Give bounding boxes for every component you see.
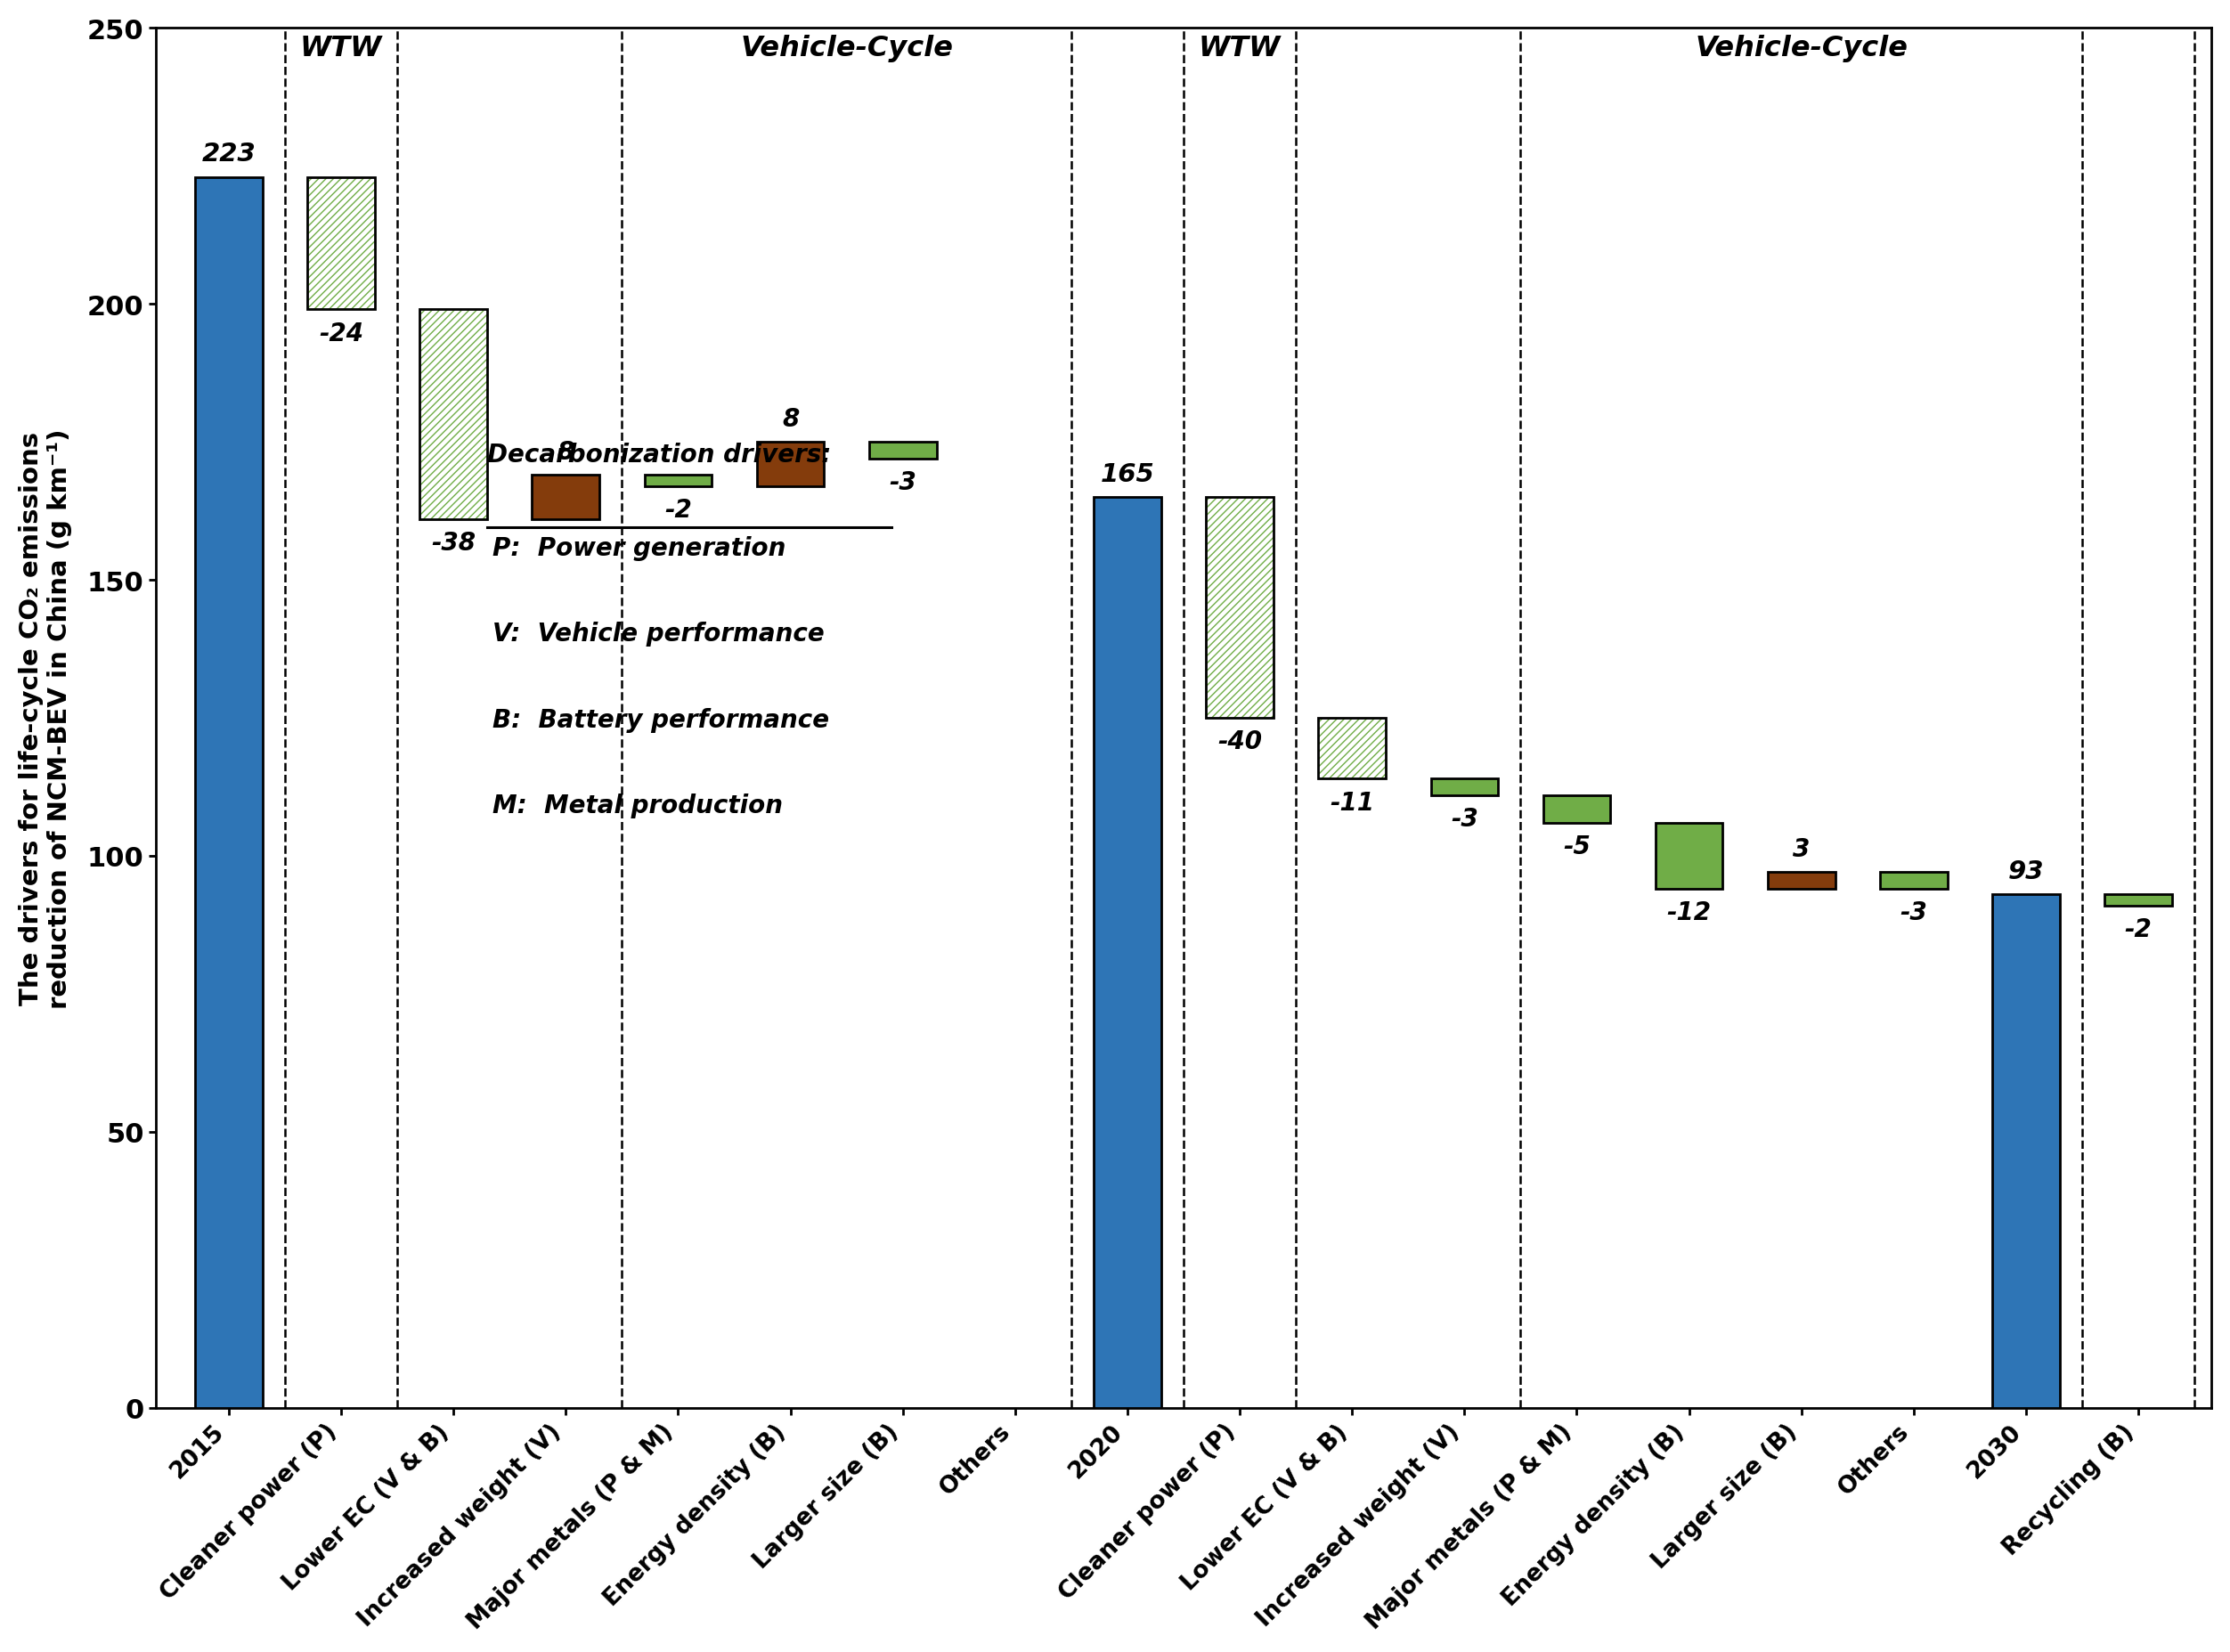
Bar [1880, 872, 1947, 889]
Bar [1991, 895, 2061, 1408]
Text: Vehicle-Cycle: Vehicle-Cycle [740, 35, 952, 61]
Text: WTW: WTW [299, 35, 381, 61]
Bar [1543, 796, 1610, 823]
Text: Vehicle-Cycle: Vehicle-Cycle [1695, 35, 1909, 61]
Text: -38: -38 [430, 530, 475, 555]
Bar [308, 178, 375, 311]
Bar [194, 178, 263, 1408]
Text: -24: -24 [319, 320, 363, 345]
Text: 8: 8 [558, 439, 575, 464]
Text: 223: 223 [201, 142, 256, 167]
Text: Decarbonization drivers:: Decarbonization drivers: [486, 443, 832, 468]
Text: -2: -2 [665, 497, 691, 522]
Text: -3: -3 [1900, 900, 1927, 925]
Text: M:  Metal production: M: Metal production [493, 793, 783, 818]
Text: 8: 8 [783, 406, 798, 431]
Text: -2: -2 [2125, 917, 2152, 942]
Bar [308, 178, 375, 311]
Y-axis label: The drivers for life-cycle CO₂ emissions
reduction of NCM-BEV in China (g km⁻¹): The drivers for life-cycle CO₂ emissions… [18, 428, 71, 1008]
Text: 3: 3 [1793, 836, 1811, 862]
Text: -12: -12 [1666, 900, 1710, 925]
Text: -11: -11 [1329, 790, 1374, 814]
Bar [1318, 719, 1385, 780]
Bar [2105, 895, 2172, 905]
Text: WTW: WTW [1198, 35, 1280, 61]
Bar [1093, 497, 1162, 1408]
Text: -3: -3 [1452, 806, 1478, 831]
Text: 165: 165 [1099, 461, 1155, 487]
Bar [1432, 780, 1499, 796]
Bar [419, 311, 486, 520]
Bar [756, 443, 825, 487]
Bar [1318, 719, 1385, 780]
Text: 93: 93 [2007, 859, 2045, 884]
Text: -3: -3 [890, 471, 917, 496]
Text: -40: -40 [1218, 729, 1262, 755]
Bar [533, 476, 600, 520]
Bar [419, 311, 486, 520]
Bar [1768, 872, 1835, 889]
Text: P:  Power generation: P: Power generation [493, 537, 785, 562]
Text: -5: -5 [1563, 834, 1590, 859]
Bar [644, 476, 711, 487]
Bar [1206, 497, 1273, 719]
Text: B:  Battery performance: B: Battery performance [493, 707, 830, 732]
Bar [1655, 823, 1724, 889]
Text: V:  Vehicle performance: V: Vehicle performance [493, 621, 825, 646]
Bar [870, 443, 937, 459]
Bar [1206, 497, 1273, 719]
